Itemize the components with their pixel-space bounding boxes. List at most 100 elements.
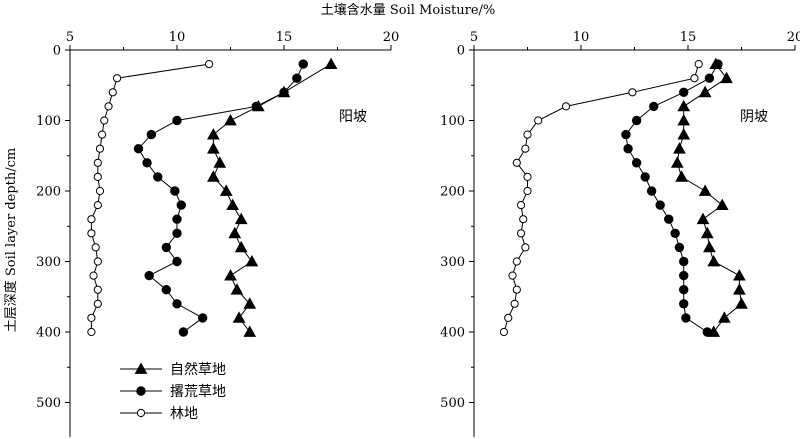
data-point xyxy=(623,144,633,154)
data-point xyxy=(226,198,239,210)
legend-marker xyxy=(136,386,146,396)
y-tick-label: 200 xyxy=(440,185,465,200)
data-point xyxy=(207,142,220,154)
data-point xyxy=(279,87,289,98)
data-point xyxy=(673,142,686,154)
data-point xyxy=(534,116,543,125)
data-point xyxy=(292,73,302,83)
y-axis-title: 土层深度 Soil layer depth/cm xyxy=(3,148,19,333)
data-point xyxy=(679,285,689,295)
y-tick-label: 300 xyxy=(36,255,61,270)
data-point xyxy=(207,170,220,182)
data-point xyxy=(234,240,248,253)
data-point xyxy=(521,243,530,252)
data-point xyxy=(649,101,659,112)
y-tick-label: 100 xyxy=(440,114,465,129)
y-tick-label: 500 xyxy=(440,396,465,411)
data-point xyxy=(104,102,113,111)
y-tick-label: 0 xyxy=(457,44,465,59)
data-point xyxy=(646,186,657,196)
data-point xyxy=(677,113,691,126)
x-tick-label: 10 xyxy=(573,30,590,45)
data-point xyxy=(251,101,261,112)
data-point xyxy=(703,240,716,253)
data-point xyxy=(172,299,182,309)
data-point xyxy=(523,186,532,196)
data-point xyxy=(521,144,530,153)
y-tick-label: 300 xyxy=(440,255,465,270)
data-point xyxy=(176,200,186,210)
data-point xyxy=(197,313,208,323)
data-point xyxy=(213,156,227,168)
data-point xyxy=(172,214,182,224)
data-point xyxy=(631,115,642,126)
data-point xyxy=(234,212,248,225)
legend-marker xyxy=(134,362,148,374)
data-point xyxy=(702,327,712,337)
data-point xyxy=(512,285,521,294)
data-point xyxy=(144,270,154,281)
series-1 xyxy=(207,57,338,337)
data-point xyxy=(98,130,107,139)
legend-label: 撂荒草地 xyxy=(170,384,226,400)
series-3 xyxy=(87,60,214,337)
data-point xyxy=(733,283,746,295)
data-point xyxy=(698,184,712,196)
data-point xyxy=(108,88,117,97)
y-tick-label: 500 xyxy=(36,396,61,411)
legend-marker xyxy=(136,408,146,418)
data-point xyxy=(679,87,689,98)
data-point xyxy=(93,158,102,167)
data-point xyxy=(715,198,729,210)
data-point xyxy=(172,228,182,239)
data-point xyxy=(512,158,521,167)
x-tick-label: 5 xyxy=(66,30,74,45)
x-tick-label: 5 xyxy=(470,30,478,45)
data-point xyxy=(224,269,237,281)
data-point xyxy=(95,144,105,153)
data-point xyxy=(324,57,338,69)
data-point xyxy=(93,257,102,266)
data-point xyxy=(87,229,96,238)
x-axis-title: 土壤含水量 Soil Moisture/% xyxy=(321,2,496,18)
data-point xyxy=(696,212,710,225)
legend-item: 撂荒草地 xyxy=(120,384,226,400)
data-point xyxy=(519,215,528,224)
data-point xyxy=(670,228,680,239)
data-point xyxy=(172,115,182,126)
series-1 xyxy=(670,57,748,337)
data-point xyxy=(153,172,163,182)
data-point xyxy=(219,184,233,196)
data-point xyxy=(245,254,259,267)
data-point xyxy=(679,256,689,267)
data-point xyxy=(523,172,532,181)
data-point xyxy=(87,327,96,337)
data-point xyxy=(707,254,721,267)
x-tick-label: 15 xyxy=(680,30,697,45)
series-line xyxy=(625,63,719,333)
data-point xyxy=(679,299,689,309)
data-point xyxy=(628,88,637,97)
series-line xyxy=(212,63,332,333)
y-tick-label: 400 xyxy=(440,326,465,341)
data-point xyxy=(504,313,513,322)
data-point xyxy=(720,71,733,84)
series-2 xyxy=(621,59,723,337)
data-point xyxy=(512,257,521,266)
data-point xyxy=(230,283,244,295)
data-point xyxy=(675,170,688,182)
data-point xyxy=(664,214,674,224)
data-point xyxy=(561,102,571,111)
data-point xyxy=(700,226,714,239)
data-point xyxy=(631,158,642,168)
y-tick-label: 100 xyxy=(36,114,61,129)
data-point xyxy=(87,313,96,322)
data-point xyxy=(718,311,731,323)
data-point xyxy=(205,60,214,69)
data-point xyxy=(243,297,257,309)
data-point xyxy=(87,215,96,224)
data-point xyxy=(640,172,650,182)
data-point xyxy=(170,186,180,196)
